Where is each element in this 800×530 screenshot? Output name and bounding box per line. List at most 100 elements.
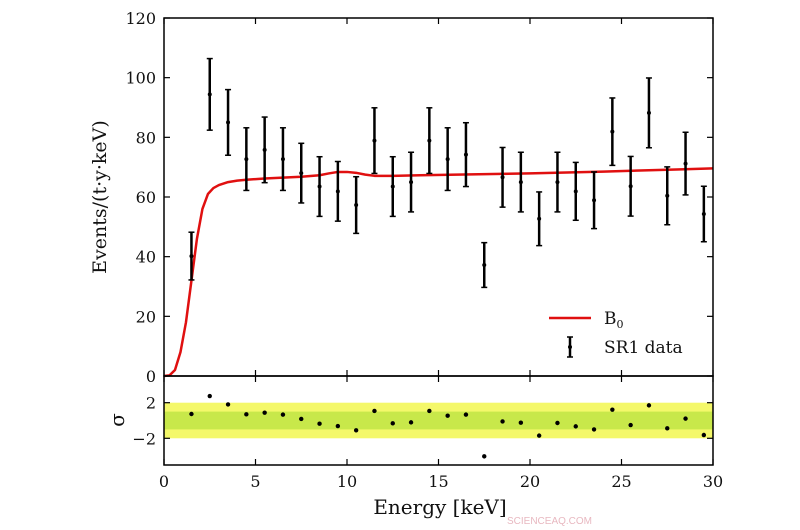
data-point bbox=[664, 166, 671, 226]
data-marker bbox=[592, 198, 597, 203]
data-marker bbox=[445, 157, 450, 162]
residual-point bbox=[555, 420, 560, 426]
data-point bbox=[609, 97, 616, 167]
residual-point bbox=[646, 403, 652, 408]
residual-point bbox=[701, 432, 707, 438]
data-marker bbox=[573, 189, 578, 194]
residual-point bbox=[482, 454, 487, 459]
data-point bbox=[371, 107, 378, 175]
x-tick-label: 0 bbox=[159, 472, 169, 491]
b0-curve bbox=[163, 167, 714, 378]
data-marker bbox=[335, 189, 340, 194]
data-point bbox=[554, 151, 561, 213]
data-marker bbox=[701, 212, 706, 217]
x-tick-label: 10 bbox=[337, 472, 357, 491]
data-marker bbox=[372, 138, 377, 143]
residual-point bbox=[189, 411, 194, 417]
residual-point bbox=[335, 423, 341, 429]
data-point bbox=[334, 160, 341, 222]
data-marker bbox=[482, 263, 487, 268]
data-marker bbox=[189, 254, 194, 259]
residual-y-tick-label: −2 bbox=[132, 429, 156, 448]
data-marker bbox=[409, 180, 414, 185]
data-marker bbox=[665, 193, 670, 198]
data-point bbox=[645, 77, 652, 149]
data-marker bbox=[262, 147, 267, 152]
x-axis-label: Energy [keV] bbox=[373, 495, 506, 519]
data-marker bbox=[463, 152, 468, 157]
data-point bbox=[243, 127, 250, 192]
data-point bbox=[682, 131, 689, 196]
data-point bbox=[481, 241, 488, 289]
legend-label-sr1: SR1 data bbox=[604, 338, 683, 358]
y-tick-label: 20 bbox=[136, 307, 156, 326]
data-point bbox=[408, 151, 415, 213]
residual-point bbox=[299, 416, 304, 422]
y-tick-label: 40 bbox=[136, 248, 156, 267]
data-point bbox=[627, 155, 634, 217]
data-marker bbox=[354, 203, 359, 208]
data-marker bbox=[518, 180, 523, 185]
residual-plot bbox=[189, 393, 707, 459]
data-point bbox=[426, 107, 433, 175]
x-tick-label: 25 bbox=[611, 472, 631, 491]
data-marker bbox=[555, 180, 560, 185]
residual-point bbox=[408, 420, 414, 425]
data-point bbox=[499, 146, 506, 208]
data-marker bbox=[299, 171, 304, 176]
data-marker bbox=[390, 184, 395, 189]
residual-point bbox=[518, 420, 524, 425]
data-point bbox=[591, 171, 598, 230]
data-marker bbox=[610, 129, 615, 134]
y-tick-label: 0 bbox=[146, 367, 156, 386]
residual-point bbox=[390, 421, 395, 426]
residual-point bbox=[683, 416, 688, 421]
y-tick-label: 60 bbox=[136, 188, 156, 207]
x-tick-label: 5 bbox=[250, 472, 260, 491]
data-point bbox=[572, 161, 579, 222]
residual-point bbox=[262, 410, 267, 415]
data-point bbox=[353, 175, 360, 235]
y-tick-label: 120 bbox=[125, 9, 156, 28]
residual-point bbox=[244, 412, 249, 417]
data-marker bbox=[646, 110, 651, 115]
residual-point bbox=[463, 412, 469, 417]
data-point bbox=[298, 142, 305, 204]
residual-point bbox=[225, 402, 231, 407]
data-marker bbox=[683, 161, 688, 166]
residual-point bbox=[665, 426, 670, 431]
data-marker bbox=[280, 157, 285, 162]
residual-point bbox=[353, 428, 359, 433]
residual-y-tick-label: 2 bbox=[146, 394, 156, 413]
x-tick-label: 30 bbox=[703, 472, 723, 491]
data-marker bbox=[500, 175, 505, 180]
legend: B0 SR1 data bbox=[549, 309, 683, 358]
axes: 0 5 10 15 20 25 30 0 20 40 60 80 100 120 2 −2 bbox=[125, 9, 723, 491]
data-marker bbox=[317, 184, 322, 189]
main-plot bbox=[163, 57, 714, 378]
data-point bbox=[261, 116, 268, 184]
y-axis-label: Events/(t·y·keV) bbox=[89, 120, 111, 274]
residual-point bbox=[628, 422, 633, 428]
legend-marker-sr1 bbox=[567, 336, 573, 358]
y-tick-label: 100 bbox=[125, 69, 156, 88]
residual-point bbox=[427, 408, 432, 414]
data-point bbox=[188, 231, 195, 281]
data-point bbox=[700, 185, 707, 243]
residual-point bbox=[500, 419, 505, 424]
data-marker bbox=[628, 184, 633, 189]
residual-point bbox=[207, 393, 212, 399]
residual-point bbox=[280, 412, 286, 417]
residual-point bbox=[573, 424, 578, 429]
data-point bbox=[444, 127, 451, 192]
residual-point bbox=[536, 433, 542, 438]
data-point bbox=[536, 191, 543, 247]
residual-point bbox=[445, 413, 450, 418]
data-point bbox=[206, 57, 213, 131]
x-tick-label: 15 bbox=[428, 472, 448, 491]
data-marker bbox=[427, 138, 432, 143]
residual-y-axis-label: σ bbox=[105, 413, 129, 427]
data-point bbox=[225, 88, 232, 156]
data-point bbox=[517, 151, 524, 213]
